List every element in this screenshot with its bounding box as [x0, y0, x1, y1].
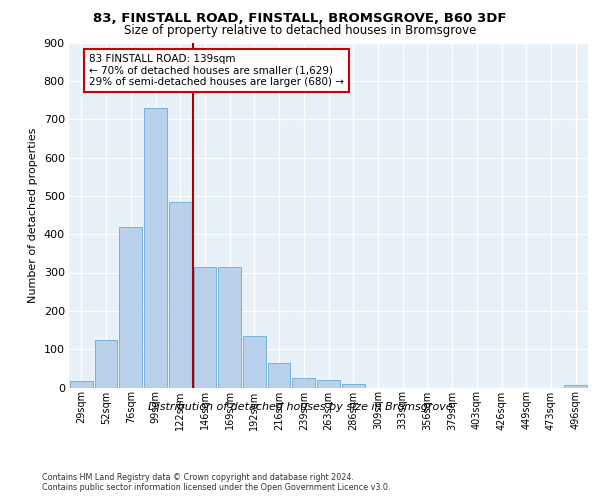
Bar	[95, 340, 118, 388]
Bar	[144, 108, 167, 388]
Text: Size of property relative to detached houses in Bromsgrove: Size of property relative to detached ho…	[124, 24, 476, 37]
Y-axis label: Number of detached properties: Number of detached properties	[28, 128, 38, 302]
Text: 83 FINSTALL ROAD: 139sqm
← 70% of detached houses are smaller (1,629)
29% of sem: 83 FINSTALL ROAD: 139sqm ← 70% of detach…	[89, 54, 344, 87]
Bar	[243, 336, 266, 388]
Bar	[119, 226, 142, 388]
Bar	[317, 380, 340, 388]
Bar	[70, 380, 93, 388]
Bar	[564, 385, 587, 388]
Bar	[218, 267, 241, 388]
Text: Contains public sector information licensed under the Open Government Licence v3: Contains public sector information licen…	[42, 484, 391, 492]
Bar	[292, 378, 315, 388]
Bar	[268, 364, 290, 388]
Bar	[342, 384, 365, 388]
Text: Contains HM Land Registry data © Crown copyright and database right 2024.: Contains HM Land Registry data © Crown c…	[42, 472, 354, 482]
Text: Distribution of detached houses by size in Bromsgrove: Distribution of detached houses by size …	[148, 402, 452, 412]
Bar	[169, 202, 191, 388]
Bar	[194, 267, 216, 388]
Text: 83, FINSTALL ROAD, FINSTALL, BROMSGROVE, B60 3DF: 83, FINSTALL ROAD, FINSTALL, BROMSGROVE,…	[93, 12, 507, 26]
